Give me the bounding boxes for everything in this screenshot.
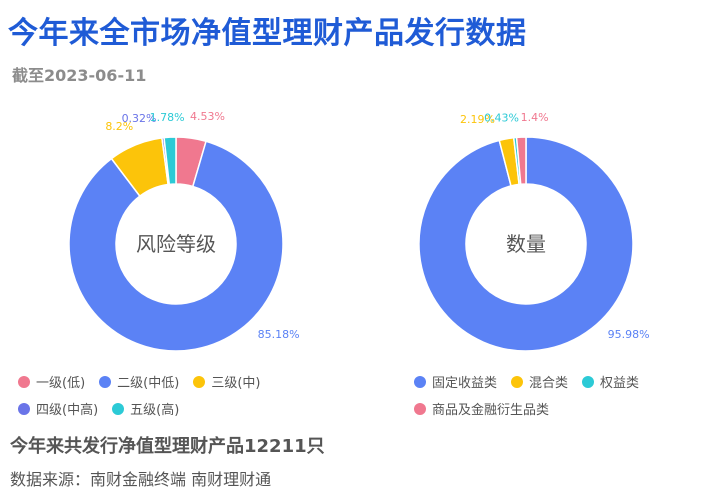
legend-item-risk-1[interactable]: 二级(中低) [99, 372, 179, 391]
risk-level-legend: 一级(低) 二级(中低) 三级(中) 四级(中高) 五级(高) [18, 372, 348, 418]
slice-label-risk-3: 0.32% [122, 112, 157, 125]
legend-item-risk-4[interactable]: 五级(高) [112, 399, 179, 418]
slice-label-risk-2: 8.2% [105, 120, 133, 133]
slice-label-risk-1: 85.18% [258, 328, 300, 341]
legend-swatch-icon [18, 402, 30, 415]
legend-item-type-2[interactable]: 权益类 [582, 372, 639, 391]
legend-swatch-icon [99, 375, 112, 388]
donut-type: 95.98% 2.19%0.43% 1.4% 数量 [418, 111, 650, 352]
legend-swatch-icon [414, 375, 426, 388]
issuance-summary: 今年来共发行净值型理财产品12211只 [10, 436, 325, 457]
date-subtitle: 截至2023-06-11 [12, 66, 147, 85]
legend-swatch-icon [511, 375, 524, 388]
center-label-risk: 风险等级 [136, 232, 216, 256]
slice-type-3[interactable] [515, 136, 527, 186]
legend-item-type-1[interactable]: 混合类 [511, 372, 568, 391]
data-source: 数据来源：南财金融终端 南财理财通 [10, 470, 272, 489]
slice-label-risk-4: 1.78% [150, 111, 185, 124]
slice-risk-1[interactable] [68, 140, 284, 352]
donut-risk: 4.53% 85.18% 8.2%0.32%1.78% 风险等级 [68, 110, 300, 352]
legend-label: 权益类 [600, 376, 640, 391]
slice-label-type-2: 0.43% [484, 112, 519, 125]
slice-label-type-1: 2.19% [460, 113, 495, 126]
legend-swatch-icon [582, 375, 595, 388]
legend-label: 混合类 [529, 376, 569, 391]
legend-label: 商品及金融衍生品类 [432, 403, 550, 418]
slice-risk-4[interactable] [163, 136, 177, 186]
page-title: 今年来全市场净值型理财产品发行数据 [8, 16, 527, 51]
legend-swatch-icon [193, 375, 206, 388]
legend-label: 三级(中) [211, 376, 261, 391]
legend-label: 固定收益类 [432, 376, 498, 391]
legend-swatch-icon [112, 402, 125, 415]
legend-item-risk-2[interactable]: 三级(中) [193, 372, 260, 391]
legend-item-risk-3[interactable]: 四级(中高) [18, 399, 98, 418]
slice-label-type-0: 95.98% [608, 328, 650, 341]
legend-item-risk-0[interactable]: 一级(低) [18, 372, 85, 391]
product-type-legend: 固定收益类 混合类 权益类商品及金融衍生品类 [414, 372, 694, 418]
legend-label: 五级(高) [130, 403, 180, 418]
legend-item-type-0[interactable]: 固定收益类 [414, 372, 497, 391]
legend-label: 一级(低) [36, 376, 86, 391]
legend-swatch-icon [18, 375, 30, 388]
slice-label-risk-0: 4.53% [190, 110, 225, 123]
slice-label-type-3: 1.4% [521, 111, 549, 124]
legend-item-type-3[interactable]: 商品及金融衍生品类 [414, 399, 549, 418]
legend-label: 二级(中低) [117, 376, 180, 391]
center-label-type: 数量 [506, 232, 546, 256]
slice-type-0[interactable] [418, 136, 634, 352]
legend-label: 四级(中高) [36, 403, 99, 418]
legend-swatch-icon [414, 402, 426, 415]
